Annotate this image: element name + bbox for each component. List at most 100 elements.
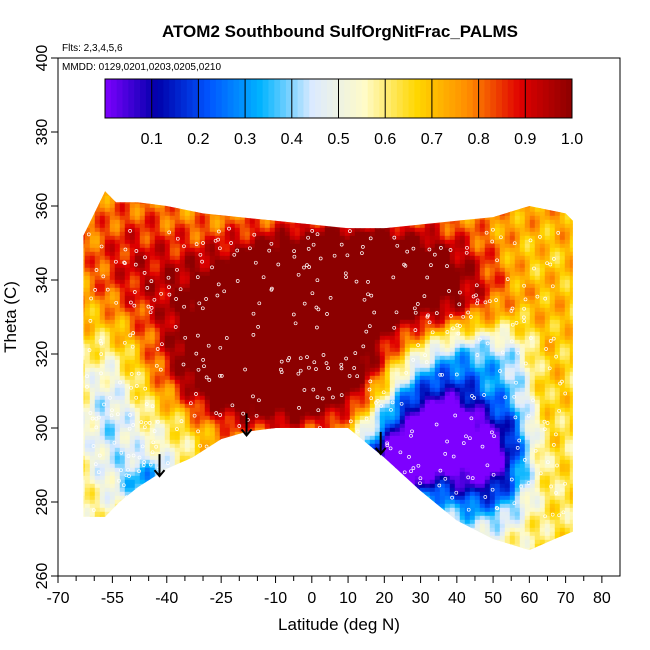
- field-cell: [184, 275, 191, 281]
- field-cell: [104, 255, 111, 261]
- field-cell: [134, 331, 141, 337]
- field-cell: [84, 295, 91, 301]
- field-cell: [229, 351, 236, 357]
- field-cell: [179, 391, 186, 397]
- field-cell: [194, 271, 201, 277]
- field-cell: [169, 319, 176, 325]
- field-cell: [124, 431, 131, 437]
- field-cell: [169, 339, 176, 345]
- field-cell: [134, 427, 141, 433]
- field-cell: [224, 431, 231, 437]
- field-cell: [339, 407, 346, 413]
- field-cell: [269, 423, 276, 429]
- field-cell: [234, 347, 241, 353]
- field-cell: [149, 351, 156, 357]
- field-cell: [119, 311, 126, 317]
- field-cell: [269, 415, 276, 421]
- field-cell: [164, 367, 171, 373]
- field-cell: [299, 311, 306, 317]
- field-cell: [204, 387, 211, 393]
- field-cell: [119, 359, 126, 365]
- field-cell: [219, 423, 226, 429]
- field-cell: [144, 319, 151, 325]
- field-cell: [304, 395, 311, 401]
- field-cell: [294, 419, 301, 425]
- field-cell: [289, 363, 296, 369]
- field-cell: [254, 343, 261, 349]
- field-cell: [194, 403, 201, 409]
- field-cell: [89, 263, 96, 269]
- field-cell: [94, 211, 101, 217]
- field-cell: [204, 215, 211, 221]
- field-cell: [104, 319, 111, 325]
- field-cell: [244, 399, 251, 405]
- field-cell: [269, 307, 276, 313]
- field-cell: [174, 259, 181, 265]
- field-cell: [164, 407, 171, 413]
- field-cell: [154, 415, 161, 421]
- field-cell: [84, 347, 91, 353]
- field-cell: [274, 223, 281, 229]
- field-cell: [94, 471, 101, 477]
- field-cell: [84, 503, 91, 509]
- field-cell: [119, 283, 126, 289]
- field-cell: [109, 343, 116, 349]
- field-cell: [194, 399, 201, 405]
- field-cell: [174, 435, 181, 441]
- field-cell: [254, 251, 261, 257]
- field-cell: [219, 239, 226, 245]
- field-cell: [209, 367, 216, 373]
- field-cell: [199, 423, 206, 429]
- field-cell: [254, 279, 261, 285]
- field-cell: [99, 379, 106, 385]
- field-cell: [199, 251, 206, 257]
- field-cell: [119, 243, 126, 249]
- field-cell: [134, 399, 141, 405]
- field-cell: [129, 291, 136, 297]
- field-cell: [109, 503, 116, 509]
- field-cell: [284, 335, 291, 341]
- field-cell: [159, 243, 166, 249]
- field-cell: [174, 231, 181, 237]
- field-cell: [189, 403, 196, 409]
- field-cell: [184, 299, 191, 305]
- field-cell: [159, 419, 166, 425]
- field-cell: [249, 371, 256, 377]
- field-cell: [214, 311, 221, 317]
- field-cell: [184, 251, 191, 257]
- field-cell: [139, 323, 146, 329]
- field-cell: [94, 299, 101, 305]
- field-cell: [124, 319, 131, 325]
- field-cell: [249, 343, 256, 349]
- field-cell: [319, 255, 326, 261]
- field-cell: [259, 307, 266, 313]
- field-cell: [289, 383, 296, 389]
- field-cell: [83, 407, 86, 413]
- field-cell: [274, 291, 281, 297]
- field-cell: [294, 331, 301, 337]
- field-cell: [149, 439, 156, 445]
- field-cell: [114, 311, 121, 317]
- field-cell: [189, 279, 196, 285]
- field-cell: [154, 299, 161, 305]
- field-cell: [134, 447, 141, 453]
- field-cell: [334, 339, 341, 345]
- field-cell: [139, 399, 146, 405]
- field-cell: [119, 235, 126, 241]
- field-cell: [204, 351, 211, 357]
- field-cell: [94, 407, 101, 413]
- field-cell: [129, 287, 136, 293]
- field-cell: [324, 235, 331, 241]
- field-cell: [274, 355, 281, 361]
- field-cell: [169, 415, 176, 421]
- field-cell: [169, 239, 176, 245]
- field-cell: [229, 243, 236, 249]
- field-cell: [164, 231, 171, 237]
- field-cell: [89, 439, 96, 445]
- field-cell: [184, 307, 191, 313]
- field-cell: [83, 299, 86, 305]
- field-cell: [99, 439, 106, 445]
- field-cell: [184, 371, 191, 377]
- field-cell: [139, 379, 146, 385]
- field-cell: [339, 323, 346, 329]
